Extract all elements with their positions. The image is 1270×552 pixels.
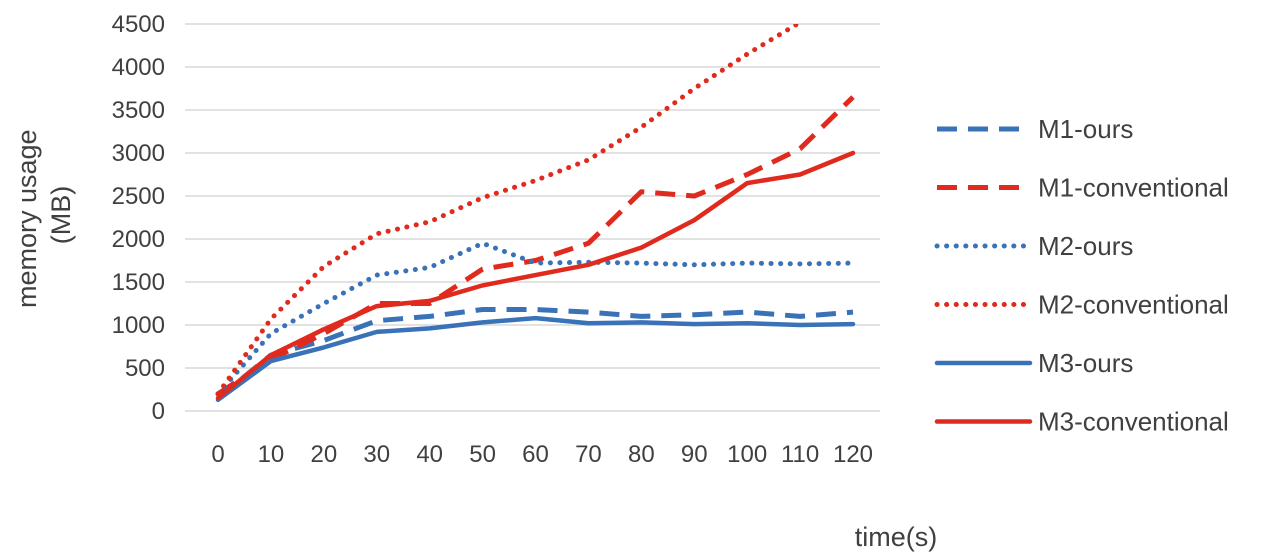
x-tick-label: 40 [416, 441, 443, 468]
x-tick-label: 70 [575, 441, 602, 468]
legend-label: M1-ours [1038, 114, 1133, 144]
x-tick-label: 90 [681, 441, 708, 468]
x-tick-label: 120 [833, 441, 873, 468]
y-axis-label: memory usage (MB) [12, 122, 76, 308]
y-tick-label: 1500 [112, 269, 165, 296]
y-tick-label: 2000 [112, 226, 165, 253]
x-tick-label: 60 [522, 441, 549, 468]
y-axis-label-line-2: (MB) [46, 186, 76, 244]
y-tick-label: 3500 [112, 97, 165, 124]
x-tick-label: 0 [211, 441, 224, 468]
y-tick-label: 0 [152, 398, 165, 425]
y-axis-ticks: 0 500 1000 1500 2000 2500 3000 3500 4000 4500 [112, 11, 165, 425]
x-tick-label: 20 [310, 441, 337, 468]
y-tick-label: 500 [125, 355, 165, 382]
y-tick-label: 3000 [112, 140, 165, 167]
gridlines [185, 23, 880, 412]
legend-label: M1-conventional [1038, 173, 1229, 203]
x-tick-label: 50 [469, 441, 496, 468]
x-axis-label: time(s) [855, 522, 938, 552]
legend-label: M2-ours [1038, 231, 1133, 261]
y-tick-label: 4500 [112, 11, 165, 38]
series-line-m2-conventional [215, 24, 803, 397]
x-axis-ticks: 0 10 20 30 40 50 60 70 80 90 100 110 120 [211, 441, 873, 468]
y-tick-label: 1000 [112, 312, 165, 339]
y-tick-label: 2500 [112, 183, 165, 210]
y-tick-label: 4000 [112, 54, 165, 81]
x-tick-label: 100 [727, 441, 767, 468]
series-lines [215, 24, 856, 403]
legend-label: M3-conventional [1038, 407, 1229, 437]
series-line-m3-ours [215, 315, 856, 403]
series-line-m3-conventional [215, 150, 856, 401]
x-tick-label: 80 [628, 441, 655, 468]
x-tick-label: 110 [781, 441, 819, 468]
legend-label: M3-ours [1038, 348, 1133, 378]
x-tick-label: 30 [363, 441, 390, 468]
y-axis-label-line-1: memory usage [12, 129, 42, 308]
series-line-m1-conventional [216, 95, 855, 396]
legend: M1-ours M1-conventional M2-ours M2-conventi… [934, 114, 1229, 437]
x-tick-label: 10 [258, 441, 285, 468]
legend-label: M2-conventional [1038, 290, 1229, 320]
